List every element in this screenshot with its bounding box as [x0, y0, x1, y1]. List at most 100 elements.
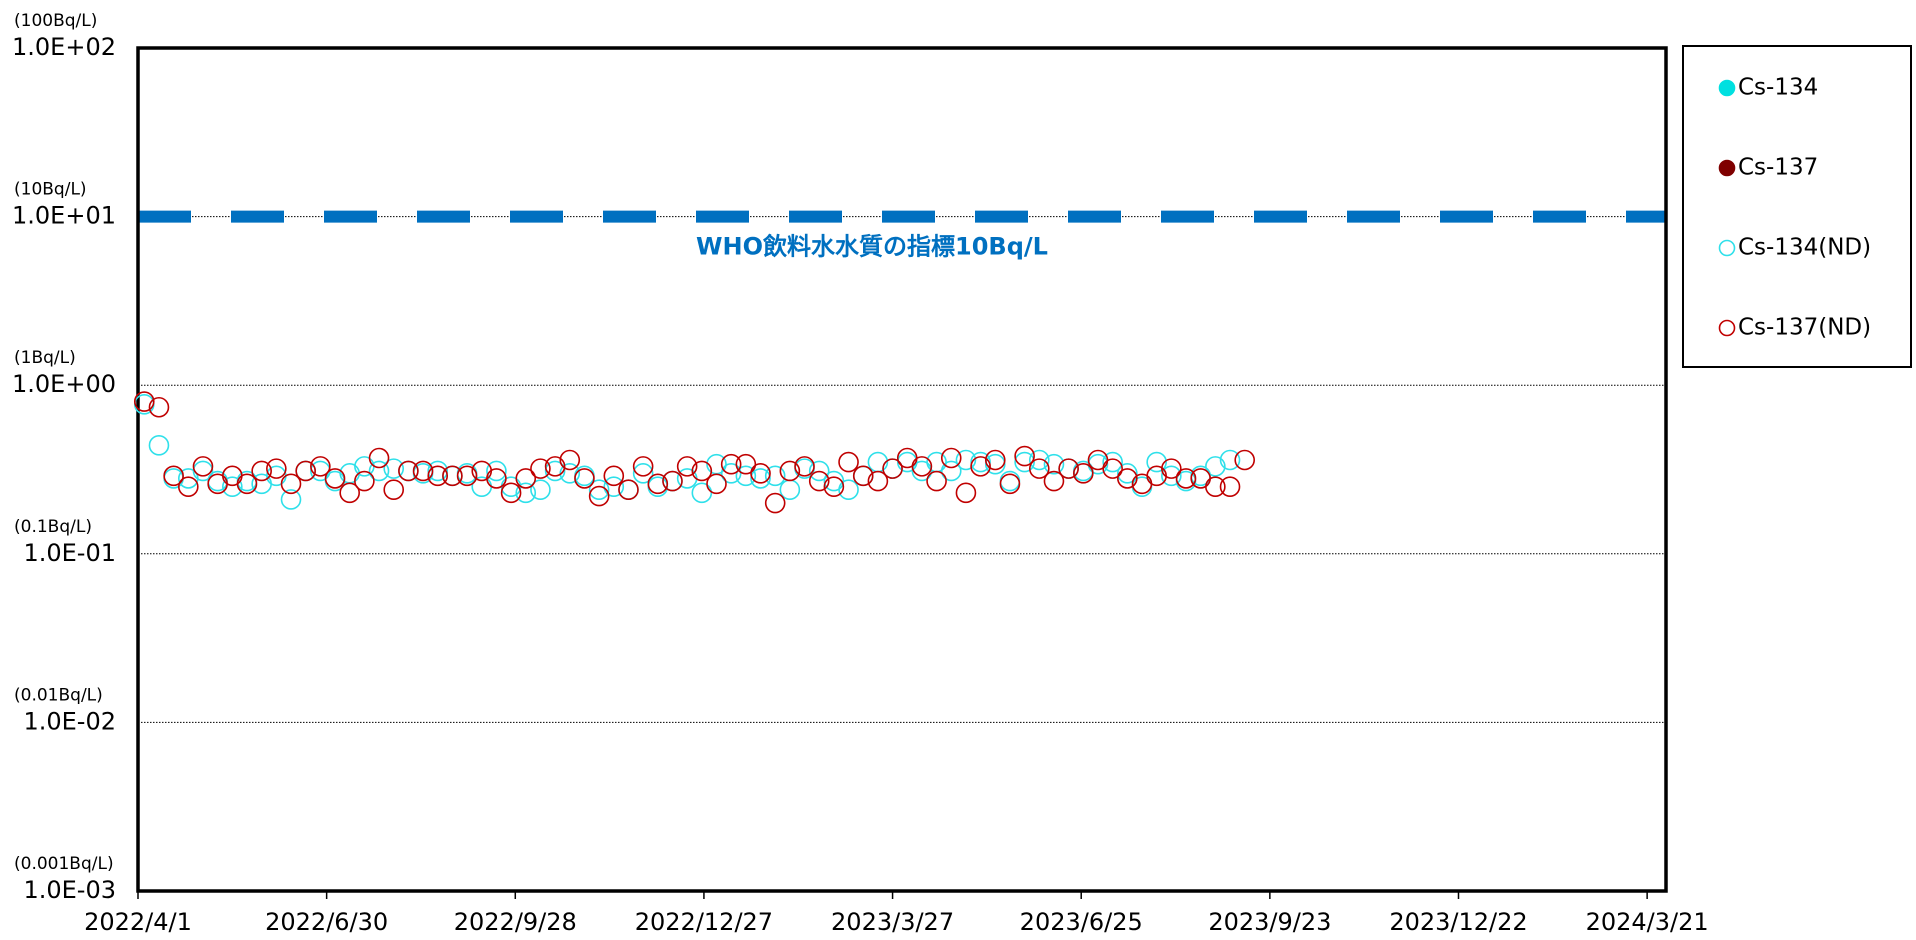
- data-point: [1175, 468, 1197, 489]
- data-point: [970, 456, 991, 477]
- legend-label: Cs-134(ND): [1738, 235, 1871, 261]
- legend-marker: [1718, 239, 1736, 257]
- data-point: [280, 489, 302, 510]
- data-point: [838, 479, 859, 500]
- data-point: [1073, 463, 1094, 484]
- y-tick-label: 1.0E-02: [23, 707, 116, 735]
- data-point: [1087, 449, 1109, 471]
- legend-marker: [1718, 319, 1736, 337]
- data-point: [706, 473, 727, 495]
- data-point: [1117, 463, 1138, 484]
- data-point: [1205, 476, 1226, 498]
- data-point: [1117, 468, 1138, 489]
- data-point: [354, 470, 375, 492]
- data-point: [442, 465, 463, 487]
- data-point: [999, 473, 1021, 495]
- x-tick-label: 2022/6/30: [265, 908, 388, 936]
- data-point: [486, 460, 507, 482]
- data-point: [339, 482, 360, 504]
- data-point: [984, 449, 1006, 471]
- data-point: [163, 465, 184, 487]
- data-point: [1014, 451, 1035, 473]
- data-point: [133, 391, 155, 412]
- y-tick-unit: (100Bq/L): [14, 11, 97, 31]
- data-point: [1146, 465, 1167, 487]
- data-point: [603, 465, 625, 487]
- data-point: [662, 470, 683, 492]
- data-point: [1161, 465, 1182, 487]
- data-point: [867, 470, 889, 492]
- data-point: [383, 458, 405, 479]
- data-point: [603, 476, 625, 498]
- data-point: [779, 479, 801, 500]
- data-point: [720, 453, 742, 475]
- data-point: [618, 479, 639, 500]
- data-point: [882, 458, 903, 479]
- data-point: [1234, 449, 1255, 471]
- legend-label: Cs-137(ND): [1738, 315, 1871, 341]
- legend-marker: [1718, 79, 1736, 97]
- data-point: [940, 460, 962, 482]
- data-point: [779, 460, 801, 482]
- data-point: [1205, 456, 1226, 477]
- data-point: [691, 460, 713, 482]
- data-point: [427, 465, 449, 487]
- data-point: [632, 463, 654, 484]
- data-point: [720, 463, 742, 484]
- y-tick-label: 1.0E-03: [23, 876, 116, 904]
- y-tick-label: 1.0E+00: [12, 370, 116, 398]
- x-tick-label: 2023/3/27: [831, 908, 954, 936]
- data-point: [236, 473, 258, 495]
- x-tick-label: 2023/6/25: [1020, 908, 1143, 936]
- data-point: [178, 476, 199, 498]
- data-point: [427, 460, 449, 482]
- data-point: [984, 453, 1006, 475]
- data-point: [192, 456, 214, 477]
- data-point: [735, 453, 757, 475]
- data-point: [412, 460, 434, 482]
- data-point: [574, 468, 595, 489]
- data-point: [1043, 470, 1065, 492]
- legend-label: Cs-137: [1738, 155, 1818, 181]
- data-point: [266, 458, 287, 479]
- x-tick-label: 2024/3/21: [1586, 908, 1709, 936]
- data-point: [295, 460, 316, 482]
- data-point: [1146, 451, 1167, 473]
- data-point: [764, 465, 786, 487]
- data-point: [911, 456, 933, 477]
- y-tick-unit: (0.001Bq/L): [14, 854, 114, 874]
- data-point: [808, 460, 830, 482]
- data-point: [896, 447, 918, 469]
- data-point: [559, 463, 581, 484]
- data-point: [676, 456, 698, 477]
- data-point: [559, 449, 581, 471]
- data-point: [280, 473, 302, 495]
- data-point: [794, 456, 815, 477]
- data-point: [867, 451, 889, 473]
- y-tick-unit: (10Bq/L): [14, 180, 87, 200]
- x-tick-label: 2022/12/27: [635, 908, 773, 936]
- y-tick-label: 1.0E-01: [23, 539, 116, 567]
- data-point: [764, 492, 786, 514]
- y-tick-label: 1.0E+02: [12, 33, 116, 61]
- data-point: [383, 479, 405, 500]
- data-point: [1161, 458, 1182, 479]
- plot-border: [136, 46, 1668, 893]
- data-point: [823, 476, 845, 498]
- data-point: [838, 451, 859, 473]
- data-point: [500, 482, 522, 504]
- data-point: [148, 396, 170, 418]
- data-point: [647, 473, 669, 495]
- data-point: [1028, 458, 1050, 479]
- data-point: [1102, 458, 1123, 479]
- data-point: [486, 468, 507, 489]
- data-point: [398, 460, 419, 482]
- y-tick-unit: (1Bq/L): [14, 348, 76, 368]
- data-point: [852, 465, 874, 487]
- y-tick-unit: (0.1Bq/L): [14, 517, 92, 537]
- y-tick-unit: (0.01Bq/L): [14, 685, 103, 705]
- data-point: [544, 460, 566, 482]
- data-point: [691, 482, 713, 504]
